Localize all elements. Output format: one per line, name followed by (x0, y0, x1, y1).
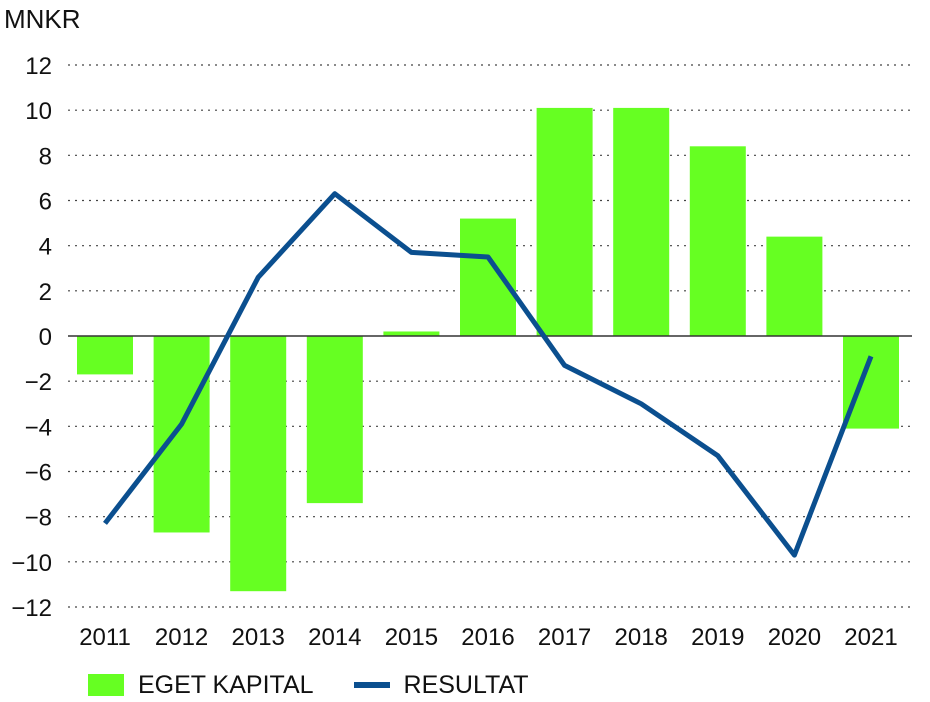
line-resultat (103, 191, 874, 558)
line-series-resultat (103, 191, 874, 558)
y-tick-label: 8 (39, 143, 52, 170)
bar-2015 (383, 331, 440, 336)
y-tick-label: −12 (11, 595, 52, 622)
x-tick-label: 2012 (155, 624, 208, 651)
y-tick-label: 10 (25, 98, 52, 125)
x-tick-label: 2020 (768, 624, 821, 651)
bar-2014 (306, 336, 363, 504)
bar-series-eget-kapital (77, 107, 899, 592)
x-tick-label: 2021 (844, 624, 897, 651)
y-tick-label: −8 (25, 505, 52, 532)
bar-2012 (153, 336, 210, 533)
legend-label-resultat: RESULTAT (403, 670, 529, 699)
y-tick-label: 6 (39, 189, 52, 216)
x-tick-label: 2013 (232, 624, 285, 651)
x-tick-label: 2017 (538, 624, 591, 651)
x-axis-ticks: 2011 2012 2013 2014 2015 2016 2017 2018 2019 2020… (79, 624, 898, 651)
legend-swatch-line (353, 682, 390, 688)
bar-2017 (536, 107, 593, 337)
bar-2021 (843, 336, 899, 429)
x-tick-label: 2015 (385, 624, 438, 651)
bar-2018 (613, 107, 670, 337)
chart: 12 10 8 6 4 2 0 −2 −4 −6 −8 −10 −12 2011 2012 2013 2014… (11, 53, 912, 651)
legend-swatch-bar (88, 674, 124, 696)
x-tick-label: 2019 (691, 624, 744, 651)
legend-item-resultat: RESULTAT (353, 670, 529, 700)
bar-2011 (77, 336, 133, 375)
y-tick-label: 0 (39, 324, 52, 351)
y-tick-label: 12 (25, 53, 52, 80)
y-tick-label: −6 (25, 460, 52, 487)
y-tick-label: −10 (11, 550, 52, 577)
x-tick-label: 2018 (615, 624, 668, 651)
bar-2019 (689, 146, 746, 336)
y-axis-ticks: 12 10 8 6 4 2 0 −2 −4 −6 −8 −10 −12 (11, 53, 52, 622)
legend-item-eget-kapital: EGET KAPITAL (88, 671, 314, 700)
y-tick-label: −4 (25, 414, 52, 441)
bar-2016 (460, 218, 516, 336)
y-axis-unit-label: MNKR (4, 4, 81, 34)
x-tick-label: 2011 (79, 624, 131, 651)
bar-2013 (230, 336, 287, 592)
legend: EGET KAPITAL RESULTAT (88, 668, 569, 702)
legend-label-eget-kapital: EGET KAPITAL (138, 670, 314, 699)
y-tick-label: 2 (39, 279, 52, 306)
x-tick-label: 2014 (308, 624, 361, 651)
x-tick-label: 2016 (461, 624, 514, 651)
y-tick-label: 4 (39, 234, 52, 261)
bar-2020 (766, 236, 823, 336)
y-tick-label: −2 (25, 369, 52, 396)
